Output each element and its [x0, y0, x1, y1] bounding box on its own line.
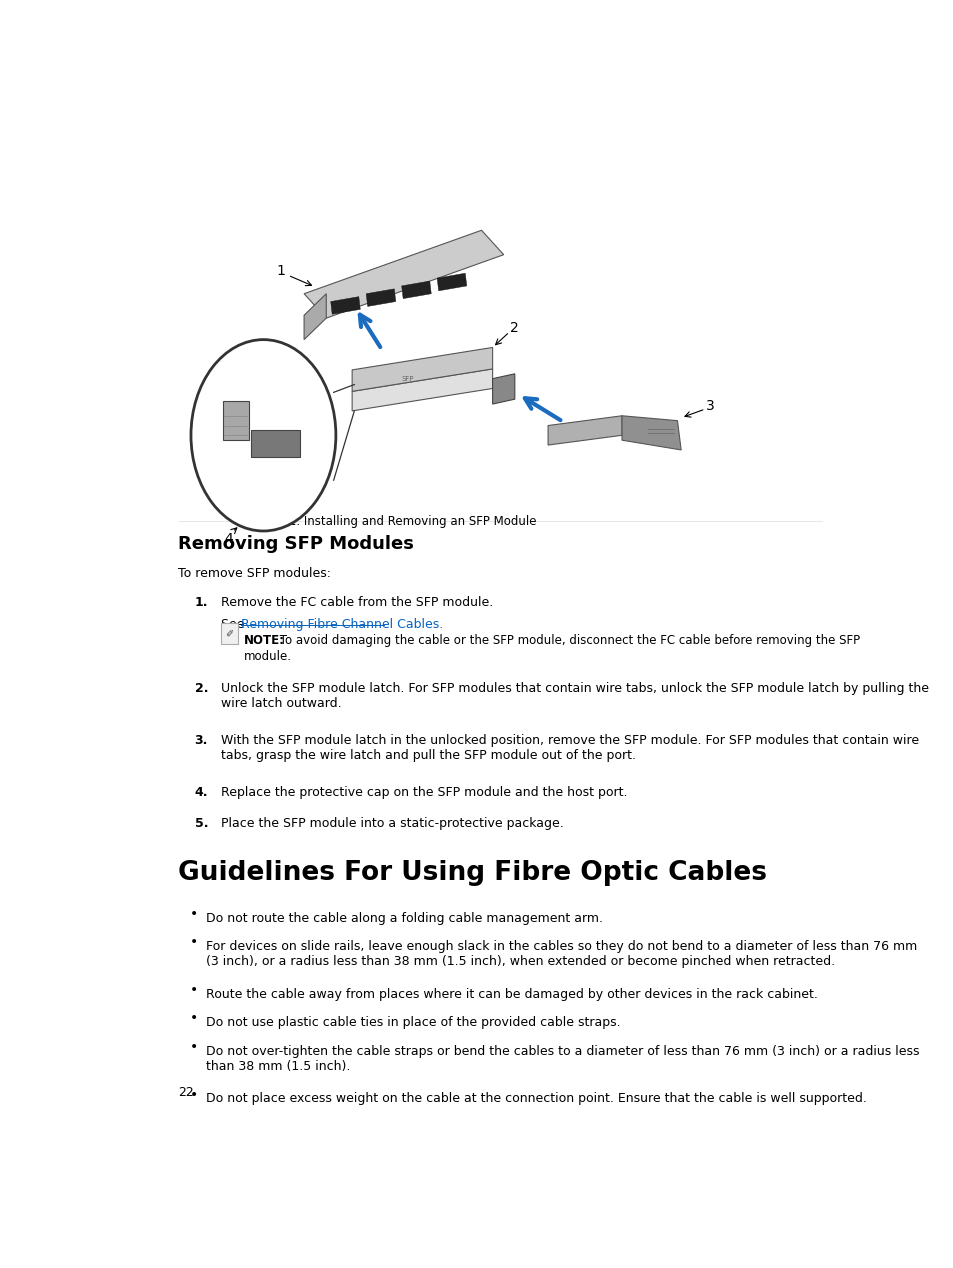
Text: To remove SFP modules:: To remove SFP modules:: [178, 567, 331, 581]
Text: •: •: [190, 1012, 197, 1026]
Polygon shape: [251, 430, 300, 456]
Text: •: •: [190, 983, 197, 997]
Text: Do not route the cable along a folding cable management arm.: Do not route the cable along a folding c…: [206, 912, 603, 924]
Text: •: •: [190, 936, 197, 950]
Text: •: •: [190, 1040, 197, 1054]
Text: 3: 3: [705, 399, 715, 413]
Polygon shape: [331, 297, 360, 314]
Text: •: •: [190, 1088, 197, 1102]
Text: NOTE:: NOTE:: [243, 634, 284, 648]
Text: For devices on slide rails, leave enough slack in the cables so they do not bend: For devices on slide rails, leave enough…: [206, 940, 917, 967]
Text: 1: 1: [275, 264, 285, 278]
Text: See: See: [221, 618, 249, 631]
Polygon shape: [492, 374, 515, 404]
Text: 1.: 1.: [194, 596, 208, 610]
Text: Do not place excess weight on the cable at the connection point. Ensure that the: Do not place excess weight on the cable …: [206, 1093, 866, 1106]
Text: 22: 22: [178, 1087, 194, 1099]
Polygon shape: [621, 416, 680, 450]
FancyBboxPatch shape: [221, 623, 237, 644]
Text: 5.: 5.: [194, 817, 208, 831]
Text: 3.: 3.: [194, 734, 208, 747]
Text: 2.: 2.: [194, 682, 208, 695]
Polygon shape: [366, 289, 395, 307]
Polygon shape: [304, 294, 326, 340]
Text: Unlock the SFP module latch. For SFP modules that contain wire tabs, unlock the : Unlock the SFP module latch. For SFP mod…: [221, 682, 928, 710]
Polygon shape: [436, 273, 466, 290]
Polygon shape: [222, 401, 249, 440]
Text: 2: 2: [510, 321, 518, 335]
Text: •: •: [190, 907, 197, 921]
Text: Figure 1. Installing and Removing an SFP Module: Figure 1. Installing and Removing an SFP…: [249, 515, 536, 529]
Polygon shape: [352, 347, 492, 392]
Circle shape: [191, 340, 335, 531]
Text: Route the cable away from places where it can be damaged by other devices in the: Route the cable away from places where i…: [206, 988, 818, 1000]
Text: Guidelines For Using Fibre Optic Cables: Guidelines For Using Fibre Optic Cables: [178, 860, 766, 886]
Text: Do not over-tighten the cable straps or bend the cables to a diameter of less th: Do not over-tighten the cable straps or …: [206, 1045, 919, 1073]
Text: With the SFP module latch in the unlocked position, remove the SFP module. For S: With the SFP module latch in the unlocke…: [221, 734, 919, 762]
Text: Removing SFP Modules: Removing SFP Modules: [178, 535, 414, 553]
Polygon shape: [401, 281, 431, 299]
Polygon shape: [304, 231, 503, 318]
Text: Remove the FC cable from the SFP module.: Remove the FC cable from the SFP module.: [221, 596, 493, 610]
Polygon shape: [352, 369, 492, 411]
Text: 4.: 4.: [194, 786, 208, 799]
Text: Place the SFP module into a static-protective package.: Place the SFP module into a static-prote…: [221, 817, 563, 831]
Polygon shape: [547, 416, 621, 445]
Text: Do not use plastic cable ties in place of the provided cable straps.: Do not use plastic cable ties in place o…: [206, 1016, 620, 1030]
Text: Removing Fibre Channel Cables.: Removing Fibre Channel Cables.: [241, 618, 443, 631]
Text: 4: 4: [224, 531, 233, 545]
Text: ✐: ✐: [225, 629, 233, 639]
Text: SFP: SFP: [401, 375, 414, 382]
Text: module.: module.: [243, 650, 292, 663]
Text: Replace the protective cap on the SFP module and the host port.: Replace the protective cap on the SFP mo…: [221, 786, 627, 799]
Text: To avoid damaging the cable or the SFP module, disconnect the FC cable before re: To avoid damaging the cable or the SFP m…: [275, 634, 860, 648]
